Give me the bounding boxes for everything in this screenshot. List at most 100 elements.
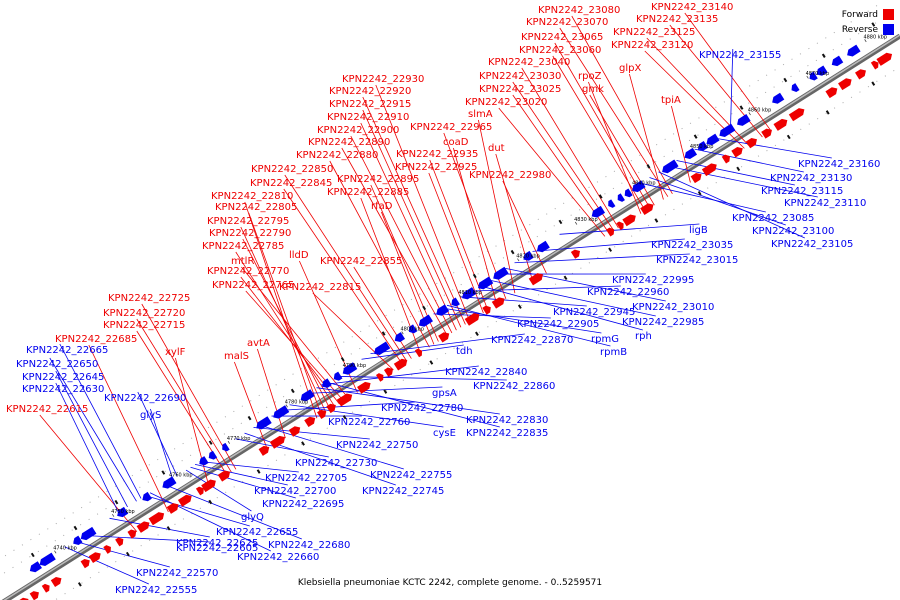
gene-label-reverse: KPN2242_22995 <box>612 275 694 286</box>
gene-glyph-reverse <box>847 44 861 57</box>
gene-label-reverse: KPN2242_22650 <box>16 359 98 370</box>
feature-marker <box>383 389 388 394</box>
gene-link-line <box>145 495 250 527</box>
gene-label-forward: KPN2242_23125 <box>613 27 695 38</box>
gene-link-line <box>283 188 403 365</box>
gene-label-forward: KPN2242_22910 <box>327 112 409 123</box>
gene-label-forward: KPN2242_22720 <box>103 308 185 319</box>
gene-link-line <box>353 266 412 359</box>
gene-link-line <box>712 137 832 159</box>
gene-label-forward: KPN2242_22890 <box>308 137 390 148</box>
gene-glyph-forward <box>103 545 111 554</box>
feature-marker <box>166 526 171 531</box>
feature-marker <box>381 331 386 336</box>
gene-label-reverse: KPN2242_22625 <box>176 538 258 549</box>
gene-label-reverse: glyS <box>140 410 161 421</box>
legend: Forward Reverse <box>842 7 894 37</box>
gene-label-reverse: KPN2242_22830 <box>466 415 548 426</box>
gene-link-line <box>73 540 170 568</box>
gene-glyph-reverse <box>333 371 343 381</box>
gene-glyph-reverse <box>737 114 751 126</box>
feature-marker <box>871 22 876 27</box>
gene-label-reverse: KPN2242_22750 <box>336 440 418 451</box>
gene-label-reverse: KPN2242_22730 <box>295 458 377 469</box>
gene-link-line <box>64 546 149 585</box>
gene-link-line <box>244 432 396 486</box>
gene-glyph-reverse <box>39 552 56 567</box>
gene-label-forward: KPN2242_23025 <box>479 84 561 95</box>
gene-label-forward: KPN2242_22925 <box>395 162 477 173</box>
gene-glyph-reverse <box>222 442 230 452</box>
gene-label-forward: KPN2242_22935 <box>396 149 478 160</box>
gene-label-reverse: KPN2242_23105 <box>771 239 853 250</box>
feature-marker <box>77 582 82 587</box>
gene-glyph-forward <box>177 494 192 507</box>
gene-link-line <box>136 330 228 476</box>
gene-label-forward: glpX <box>619 63 641 74</box>
gene-label-reverse: KPN2242_22655 <box>216 527 298 538</box>
gene-glyph-reverse <box>632 180 646 193</box>
gene-link-line <box>235 251 336 408</box>
gene-label-forward: KPN2242_22815 <box>279 282 361 293</box>
gene-link-line <box>671 105 691 183</box>
scale-tick <box>459 294 462 298</box>
gene-glyph-reverse <box>208 450 218 460</box>
feature-marker <box>786 134 791 140</box>
gene-label-reverse: KPN2242_23015 <box>656 255 738 266</box>
gene-label-reverse: KPN2242_22570 <box>136 568 218 579</box>
feature-marker <box>563 275 568 281</box>
gene-label-reverse: KPN2242_22860 <box>473 381 555 392</box>
gene-glyph-forward <box>376 373 384 382</box>
feature-marker <box>208 499 213 505</box>
gene-glyph-forward <box>17 597 29 600</box>
gene-glyph-forward <box>491 297 505 309</box>
gene-glyph-forward <box>288 426 301 437</box>
gene-label-forward: KPN2242_22765 <box>212 280 294 291</box>
feature-marker <box>161 470 166 475</box>
gene-link-line <box>532 238 685 252</box>
gene-link-line <box>521 67 619 229</box>
gene-link-line <box>730 48 734 127</box>
gene-glyph-reverse <box>80 526 97 541</box>
gene-glyph-forward <box>528 273 543 286</box>
gene-glyph-reverse <box>374 341 391 355</box>
gene-label-reverse: KPN2242_23085 <box>732 213 814 224</box>
gene-glyph-reverse <box>321 378 332 388</box>
scale-label: 4850 kbp <box>690 144 714 150</box>
gene-link-line <box>478 119 516 294</box>
gene-link-line <box>361 344 464 360</box>
gene-glyph-forward <box>855 69 866 80</box>
gene-glyph-forward <box>195 486 204 496</box>
gene-glyph-forward <box>217 470 231 482</box>
gene-label-reverse: KPN2242_22705 <box>265 473 347 484</box>
gene-glyph-forward <box>50 576 62 587</box>
gene-link-line <box>512 94 610 234</box>
gene-glyph-forward <box>29 591 39 600</box>
gene-label-forward: KPN2242_22920 <box>329 86 411 97</box>
gene-glyph-reverse <box>536 240 550 253</box>
gene-label-reverse: KPN2242_22760 <box>328 417 410 428</box>
gene-glyph-reverse <box>300 389 315 402</box>
gene-label-reverse: KPN2242_22695 <box>262 499 344 510</box>
gene-link-line <box>442 307 602 334</box>
gene-glyph-reverse <box>684 147 698 160</box>
scale-label: 4780 kbp <box>285 400 309 406</box>
feature-marker <box>736 166 741 172</box>
gene-link-line <box>136 318 232 473</box>
gene-label-forward: KPN2242_22770 <box>207 266 289 277</box>
gene-link-line <box>199 461 299 473</box>
scale-tick <box>574 221 578 225</box>
gene-link-line <box>362 109 462 328</box>
gene-glyph-reverse <box>117 506 129 518</box>
gene-glyph-forward <box>80 558 90 569</box>
scale-label: 4790 kbp <box>343 363 367 369</box>
gene-glyph-forward <box>838 78 852 91</box>
feature-marker <box>654 218 659 223</box>
gene-link-line <box>163 483 302 540</box>
scale-tick <box>864 39 867 43</box>
gene-link-line <box>514 253 690 264</box>
gene-glyph-reverse <box>418 314 433 327</box>
gene-label-forward: rfaD <box>371 201 393 212</box>
gene-link-line <box>370 333 525 354</box>
gene-link-line <box>242 238 331 410</box>
